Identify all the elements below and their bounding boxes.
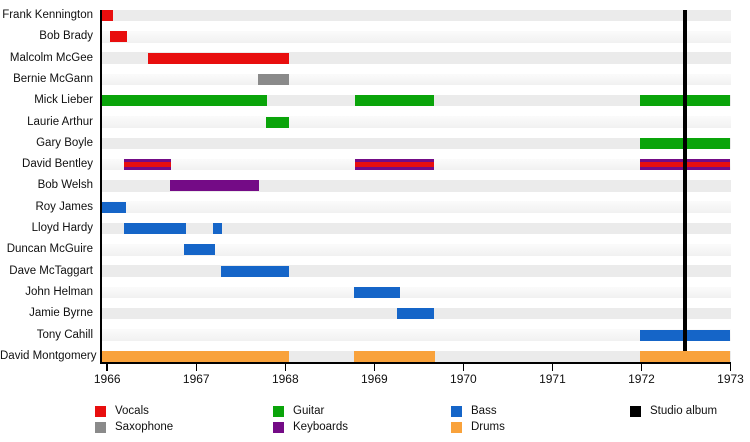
member-name-label: Lloyd Hardy bbox=[31, 222, 93, 234]
x-axis-tick-label: 1969 bbox=[360, 372, 388, 386]
tenure-bar-bass bbox=[213, 223, 223, 234]
member-name-label: Gary Boyle bbox=[36, 136, 93, 149]
tenure-bar-vocals bbox=[109, 31, 127, 43]
legend-item-bass: Bass bbox=[451, 405, 497, 417]
row-stripe bbox=[101, 244, 731, 256]
legend-swatch-guitar bbox=[273, 405, 284, 417]
tenure-bar-bass bbox=[183, 244, 215, 256]
legend-label: Studio album bbox=[650, 405, 718, 417]
legend-label: Saxophone bbox=[115, 421, 174, 433]
tenure-bar-bass bbox=[221, 265, 289, 277]
x-axis-tick-label: 1966 bbox=[93, 372, 121, 386]
x-axis-tick bbox=[551, 363, 554, 371]
legend-swatch-saxophone bbox=[95, 421, 106, 433]
legend-label: Bass bbox=[471, 405, 497, 417]
tenure-bar-bass bbox=[353, 286, 401, 298]
x-axis-tick-label: 1967 bbox=[182, 372, 210, 386]
tenure-bar-guitar bbox=[354, 95, 434, 107]
legend-item-studio_album: Studio album bbox=[630, 405, 717, 417]
tenure-bar-guitar bbox=[101, 95, 267, 107]
row-stripe bbox=[101, 329, 731, 341]
legend-label: Drums bbox=[471, 421, 505, 433]
legend-swatch-studio_album bbox=[630, 405, 641, 417]
legend-item-drums: Drums bbox=[451, 421, 505, 433]
x-axis-tick-label: 1970 bbox=[450, 372, 477, 386]
member-name-label: David Bentley bbox=[22, 158, 93, 171]
x-axis-tick-label: 1971 bbox=[539, 372, 566, 386]
x-axis-tick-label: 1973 bbox=[717, 372, 744, 386]
tenure-bar-drums bbox=[639, 350, 731, 362]
member-name-label: Frank Kennington bbox=[2, 9, 93, 21]
row-stripe bbox=[101, 52, 731, 64]
studio-album-marker-line bbox=[683, 10, 687, 351]
x-axis-tick-label: 1968 bbox=[271, 372, 299, 386]
x-axis-tick-label: 1972 bbox=[628, 372, 655, 386]
member-name-label: Dave McTaggart bbox=[9, 264, 93, 277]
member-name-label: Jamie Byrne bbox=[29, 307, 93, 320]
member-name-label: John Helman bbox=[25, 285, 93, 298]
row-stripe bbox=[101, 116, 731, 128]
member-name-label: Roy James bbox=[35, 200, 93, 213]
tenure-bar-drums bbox=[101, 350, 289, 362]
row-stripe bbox=[101, 201, 731, 213]
member-name-label: Bernie McGann bbox=[13, 72, 93, 85]
x-axis-tick bbox=[106, 363, 108, 371]
member-name-label: Laurie Arthur bbox=[27, 115, 93, 128]
tenure-bar-guitar bbox=[265, 116, 289, 128]
x-axis-line bbox=[100, 361, 731, 364]
tenure-bar-bass bbox=[124, 223, 186, 234]
tenure-bar-substripe-vocals bbox=[354, 162, 434, 168]
legend-item-keyboards: Keyboards bbox=[273, 421, 348, 433]
member-name-label: Bob Brady bbox=[39, 30, 93, 43]
row-stripe bbox=[101, 286, 731, 299]
tenure-bar-keyboards bbox=[170, 180, 260, 192]
member-name-label: David Montgomery bbox=[0, 349, 97, 362]
x-axis-tick bbox=[284, 363, 287, 371]
member-name-label: Duncan McGuire bbox=[6, 243, 93, 256]
tenure-bar-bass bbox=[397, 308, 434, 320]
tenure-bar-drums bbox=[353, 350, 435, 362]
row-stripe bbox=[101, 137, 731, 150]
x-axis-tick bbox=[729, 363, 732, 371]
tenure-bar-keyboards-vocals bbox=[124, 159, 172, 171]
member-name-label: Malcolm McGee bbox=[9, 51, 93, 64]
tenure-bar-bass bbox=[101, 201, 126, 213]
x-axis-tick bbox=[373, 363, 376, 371]
legend-swatch-vocals bbox=[95, 405, 106, 417]
tenure-bar-substripe-vocals bbox=[124, 162, 172, 168]
row-stripe bbox=[101, 73, 731, 86]
x-axis-tick bbox=[640, 363, 643, 371]
tenure-bar-saxophone bbox=[257, 73, 289, 85]
legend-swatch-drums bbox=[451, 421, 462, 433]
y-axis-line bbox=[100, 10, 102, 364]
row-stripe bbox=[101, 222, 731, 235]
legend-item-saxophone: Saxophone bbox=[95, 421, 173, 433]
legend-swatch-keyboards bbox=[273, 421, 284, 433]
legend-item-guitar: Guitar bbox=[273, 405, 324, 417]
x-axis-tick bbox=[195, 363, 198, 371]
tenure-bar-vocals bbox=[148, 52, 289, 64]
legend-label: Guitar bbox=[293, 405, 325, 417]
legend-label: Vocals bbox=[115, 405, 149, 417]
tenure-bar-keyboards-vocals bbox=[354, 159, 434, 171]
row-stripe bbox=[101, 9, 731, 22]
member-name-label: Mick Lieber bbox=[34, 94, 93, 107]
member-name-label: Tony Cahill bbox=[36, 328, 93, 341]
legend-swatch-bass bbox=[451, 405, 462, 417]
legend-item-vocals: Vocals bbox=[95, 405, 149, 417]
tenure-bar-vocals bbox=[101, 10, 113, 21]
row-stripe bbox=[101, 31, 731, 43]
legend-label: Keyboards bbox=[293, 421, 348, 433]
row-stripe bbox=[101, 265, 731, 277]
row-stripe bbox=[101, 180, 731, 192]
x-axis-tick bbox=[462, 363, 465, 371]
member-name-label: Bob Welsh bbox=[37, 179, 93, 192]
